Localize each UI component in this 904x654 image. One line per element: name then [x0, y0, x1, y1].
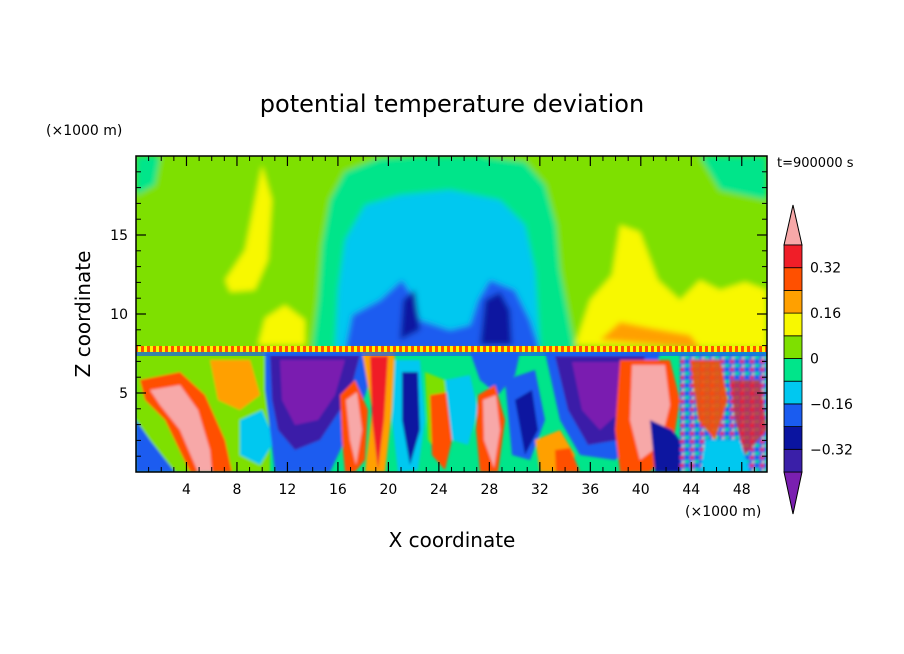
x-unit-label: (×1000 m): [685, 504, 761, 520]
colorbar-swatch: [783, 312, 803, 337]
colorbar-swatch: [783, 448, 803, 473]
x-tick-label: 48: [733, 482, 751, 498]
contour-field: [136, 156, 767, 472]
colorbar-swatch: [783, 335, 803, 359]
y-tick-label: 15: [110, 228, 128, 244]
x-tick-label: 12: [279, 482, 297, 498]
colorbar-swatch: [783, 244, 803, 269]
colorbar-top-triangle: [783, 204, 803, 246]
x-tick-label: 40: [632, 482, 650, 498]
colorbar-tick-label: 0.16: [810, 306, 841, 322]
x-tick-label: 28: [480, 482, 498, 498]
x-tick-label: 44: [682, 482, 700, 498]
colorbar-swatch: [783, 403, 803, 427]
y-axis: 5 10 15: [110, 171, 767, 457]
x-tick-label: 8: [232, 482, 241, 498]
colorbar-tick-label: −0.16: [810, 397, 853, 413]
x-tick-label: 16: [329, 482, 347, 498]
colorbar-swatch: [783, 380, 803, 405]
x-axis-label: X coordinate: [389, 528, 516, 552]
colorbar: 0.32 0.16 0 −0.16 −0.32: [783, 204, 853, 515]
colorbar-tick-label: 0: [810, 352, 819, 368]
x-tick-label: 20: [379, 482, 397, 498]
x-axis: 4 8 12 16 20 24 28 32 36 40 44 48: [148, 156, 755, 498]
colorbar-swatch: [783, 289, 803, 314]
y-axis-label: Z coordinate: [71, 251, 95, 378]
y-tick-label: 5: [119, 386, 128, 402]
x-tick-label: 36: [581, 482, 599, 498]
chart-title: potential temperature deviation: [260, 90, 644, 118]
colorbar-swatch: [783, 426, 803, 450]
x-tick-label: 24: [430, 482, 448, 498]
colorbar-tick-label: 0.32: [810, 261, 841, 277]
y-tick-label: 10: [110, 307, 128, 323]
time-label: t=900000 s: [777, 156, 854, 171]
colorbar-tick-label: −0.32: [810, 442, 853, 458]
colorbar-swatch: [783, 358, 803, 382]
x-tick-label: 4: [182, 482, 191, 498]
y-unit-label: (×1000 m): [46, 123, 122, 139]
colorbar-bottom-triangle: [783, 471, 803, 515]
colorbar-swatch: [783, 267, 803, 291]
x-tick-label: 32: [531, 482, 549, 498]
